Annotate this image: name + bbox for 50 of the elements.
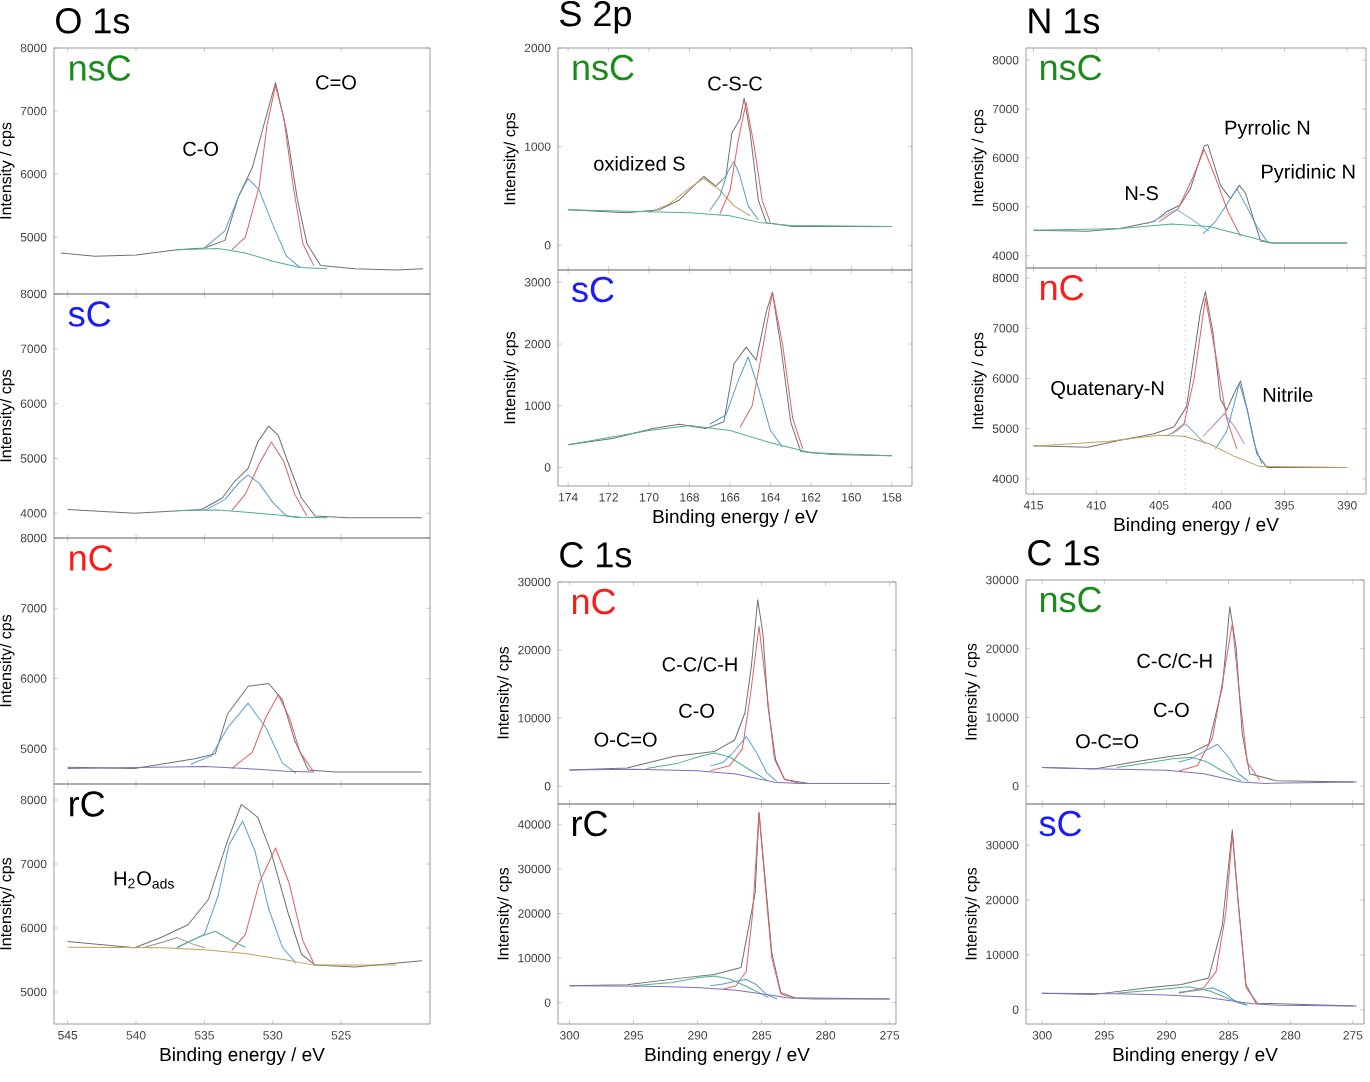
- annotation: Nitrile: [1263, 387, 1313, 402]
- y-axis-title: Intensity/ cps: [503, 112, 519, 205]
- chart-subtitle: nsC: [70, 55, 131, 81]
- annotation: oxidized S: [594, 156, 685, 171]
- annotation: H$_{2}$O$_{ads}$: [114, 871, 174, 889]
- chart-title: N 1s: [1029, 8, 1100, 34]
- y-axis-title: Intensity/ cps: [964, 867, 980, 960]
- chart-subtitle: sC: [68, 301, 111, 327]
- chart-subtitle: rC: [572, 810, 608, 837]
- annotation: C=O: [316, 75, 356, 90]
- annotation: Pyridinic N: [1262, 164, 1355, 183]
- y-axis-title: Intensity / cps: [964, 643, 980, 740]
- y-axis-title: Intensity / cps: [971, 109, 987, 206]
- y-axis-title: Intensity / cps: [971, 332, 987, 429]
- annotation: Pyrrolic N: [1225, 120, 1310, 139]
- y-axis-title: Intensity/ cps: [503, 331, 519, 424]
- chart-subtitle: nC: [70, 545, 113, 571]
- chart-subtitle: rC: [70, 791, 105, 817]
- chart-subtitle: nsC: [573, 54, 634, 81]
- annotation: C-C/C-H: [662, 656, 737, 672]
- annotation: C-C/C-H: [1137, 653, 1212, 668]
- y-axis-title: Intensity/ cps: [496, 646, 512, 739]
- chart-title: O 1s: [56, 8, 130, 34]
- y-axis-title: Intensity / cps: [0, 122, 15, 219]
- chart-subtitle: nC: [1040, 274, 1084, 301]
- chart-subtitle: nsC: [1040, 54, 1102, 81]
- annotation: Quatenary-N: [1051, 380, 1164, 400]
- annotation: O-C=O: [594, 732, 657, 747]
- x-axis-title: Binding energy / eV: [160, 1047, 325, 1066]
- chart-title: S 2p: [560, 0, 631, 34]
- y-axis-title: Intensity/ cps: [0, 614, 15, 707]
- y-axis-title: Intensity/ cps: [0, 369, 15, 462]
- chart-subtitle: sC: [1039, 810, 1082, 837]
- chart-title: C 1s: [1028, 540, 1100, 566]
- y-axis-title: Intensity/ cps: [496, 867, 512, 960]
- chart-subtitle: nsC: [1040, 586, 1102, 613]
- annotation: O-C=O: [1076, 734, 1139, 749]
- annotation: C-O: [183, 141, 219, 156]
- chart-subtitle: nC: [572, 588, 616, 615]
- annotation: C-S-C: [708, 76, 762, 91]
- chart-subtitle: sC: [572, 276, 614, 303]
- x-axis-title: Binding energy / eV: [653, 509, 818, 528]
- annotation: C-O: [1154, 702, 1189, 717]
- y-axis-title: Intensity/ cps: [0, 857, 15, 950]
- annotation: N-S: [1126, 186, 1158, 201]
- x-axis-title: Binding energy / eV: [1114, 517, 1279, 536]
- x-axis-title: Binding energy / eV: [645, 1047, 810, 1066]
- x-axis-title: Binding energy / eV: [1113, 1047, 1278, 1066]
- annotation: C-O: [679, 703, 714, 718]
- chart-title: C 1s: [560, 542, 632, 568]
